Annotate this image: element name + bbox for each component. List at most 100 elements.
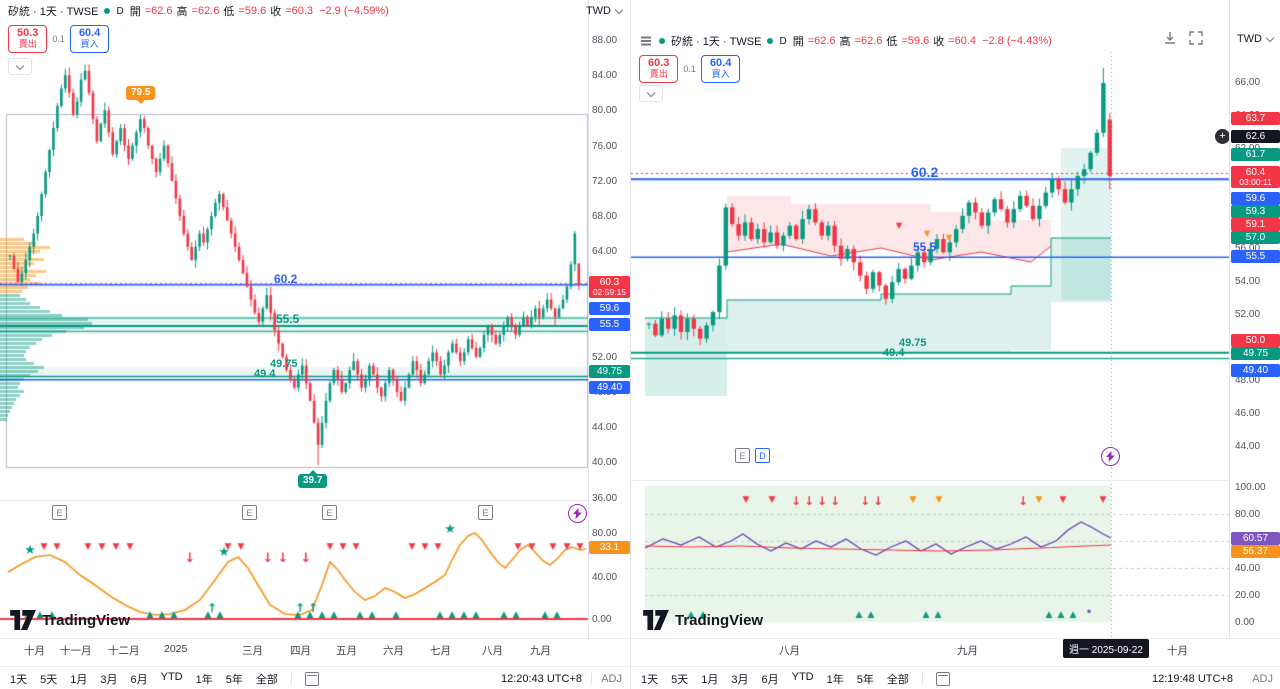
left-overlays: 88.0084.0080.0076.0072.0068.0064.0060.00… [0, 0, 630, 689]
interval-badge[interactable]: D [116, 5, 124, 17]
range-tab[interactable]: YTD [160, 671, 183, 683]
clock: 12:20:43 UTC+8 [500, 673, 582, 685]
bottom-toolbar: 1天 5天 1月 3月 6月 YTD 1年 5年 全部 [631, 669, 950, 689]
range-tab[interactable]: 1年 [826, 674, 844, 686]
time-axis-month: 八月 [779, 645, 800, 657]
calendar-icon[interactable] [304, 672, 319, 686]
event-badge[interactable]: E [242, 505, 257, 520]
range-tab[interactable]: 5天 [671, 674, 689, 686]
buy-button[interactable]: 60.4 買入 [69, 25, 110, 53]
event-badge[interactable]: E [478, 505, 493, 520]
axis-label: 0.00 [592, 614, 612, 625]
axis-label: 80.00 [1235, 509, 1261, 520]
axis-label: 52.00 [1235, 309, 1261, 320]
price-tag: 60.4 03:00:11 [1231, 166, 1280, 188]
price-tag: 63.7 [1231, 112, 1280, 125]
range-tab[interactable]: 1月 [70, 674, 88, 686]
adj-toggle[interactable]: ADJ [1252, 673, 1273, 685]
collapse-trade-button[interactable] [639, 85, 663, 102]
ohlc-value: =62.6 [807, 35, 836, 47]
event-badge[interactable]: E [735, 448, 750, 463]
currency-label: TWD [1236, 33, 1262, 45]
range-tab[interactable]: 1年 [195, 674, 213, 686]
range-tab[interactable]: 5年 [225, 674, 243, 686]
range-tab[interactable]: 全部 [886, 674, 909, 686]
adj-toggle[interactable]: ADJ [601, 673, 622, 685]
sell-button[interactable]: 60.3 賣出 [639, 55, 679, 83]
left-chart-canvas[interactable] [0, 0, 630, 689]
collapse-trade-button[interactable] [8, 58, 32, 75]
lightning-icon[interactable] [568, 504, 587, 523]
sell-button[interactable]: 50.3 賣出 [8, 25, 48, 53]
axis-label: 0.00 [1235, 617, 1255, 628]
lightning-icon[interactable] [1101, 447, 1120, 466]
download-icon[interactable] [1163, 31, 1177, 45]
right-chart-canvas[interactable] [631, 0, 1280, 689]
symbol-title[interactable]: 矽統 · 1天 · TWSE [8, 6, 99, 18]
axis-label: 54.00 [1235, 276, 1261, 287]
range-tab[interactable]: 6月 [761, 674, 779, 686]
range-tab[interactable]: YTD [791, 671, 814, 683]
axis-label: 52.00 [592, 352, 618, 363]
add-alert-plus-icon[interactable]: + [1215, 129, 1230, 144]
price-tag: 59.6 [589, 302, 630, 315]
range-tab[interactable]: 全部 [255, 674, 278, 686]
event-badge[interactable]: D [755, 448, 770, 463]
time-axis-month: 六月 [383, 645, 404, 657]
time-axis-month: 三月 [242, 645, 263, 657]
ohlc-label: 開 [129, 6, 141, 18]
symbol-title[interactable]: 矽統 · 1天 · TWSE [671, 36, 762, 48]
price-axis-separator [588, 0, 589, 638]
axis-label: 66.00 [1235, 77, 1261, 88]
axis-label: 64.00 [592, 246, 618, 257]
chart-actions [1163, 31, 1203, 45]
interval-badge[interactable]: D [779, 35, 787, 47]
fullscreen-icon[interactable] [1189, 31, 1203, 45]
time-axis-month: 十一月 [60, 645, 92, 657]
level-label: 55.5 [276, 312, 300, 326]
price-tag: 33.1 [589, 541, 630, 554]
ohlc-label: 收 [270, 6, 282, 18]
time-axis-month: 五月 [336, 645, 357, 657]
range-tab[interactable]: 1天 [641, 674, 659, 686]
time-axis-month: 十月 [24, 645, 45, 657]
currency-selector[interactable]: TWD [1236, 33, 1275, 45]
range-tab[interactable]: 5天 [40, 674, 58, 686]
chevron-down-icon [1265, 33, 1275, 43]
clock: 12:19:48 UTC+8 [1151, 673, 1233, 685]
currency-selector[interactable]: TWD [585, 5, 624, 17]
range-tab[interactable]: 3月 [731, 674, 749, 686]
calendar-icon[interactable] [935, 672, 950, 686]
price-callout: 39.7 [298, 470, 328, 488]
event-badge[interactable]: E [322, 505, 337, 520]
event-badge[interactable]: E [52, 505, 67, 520]
ohlc-value: =62.6 [854, 35, 883, 47]
ohlc-value: =60.3 [285, 5, 314, 17]
time-axis-separator [0, 638, 630, 639]
currency-label: TWD [585, 5, 611, 17]
axis-label: 46.00 [1235, 408, 1261, 419]
time-axis-month: 八月 [482, 645, 503, 657]
ohlc-label: 高 [176, 6, 188, 18]
time-axis-month: 2025 [164, 643, 188, 655]
toolbar-separator [631, 666, 1280, 667]
range-tab[interactable]: 3月 [100, 674, 118, 686]
ohlc-label: 開 [792, 36, 804, 48]
tradingview-mark-icon [643, 610, 669, 630]
axis-label: 44.00 [592, 422, 618, 433]
time-axis-month: 七月 [430, 645, 451, 657]
range-tabs: 1天 5天 1月 3月 6月 YTD 1年 5年 全部 [10, 671, 278, 687]
ohlc-label: 高 [839, 36, 851, 48]
trade-widget: 60.3 賣出 0.1 60.4 買入 [639, 55, 741, 83]
tradingview-logo[interactable]: TradingView [10, 610, 130, 630]
time-axis-month: 十月 [1167, 645, 1188, 657]
range-tab[interactable]: 1月 [701, 674, 719, 686]
range-tab[interactable]: 5年 [856, 674, 874, 686]
range-tab[interactable]: 6月 [130, 674, 148, 686]
menu-icon[interactable] [641, 40, 651, 42]
buy-button[interactable]: 60.4 買入 [700, 55, 741, 83]
tradingview-logo[interactable]: TradingView [643, 610, 763, 630]
range-tab[interactable]: 1天 [10, 674, 28, 686]
axis-label: 88.00 [592, 35, 618, 46]
buy-label: 買入 [711, 69, 730, 79]
